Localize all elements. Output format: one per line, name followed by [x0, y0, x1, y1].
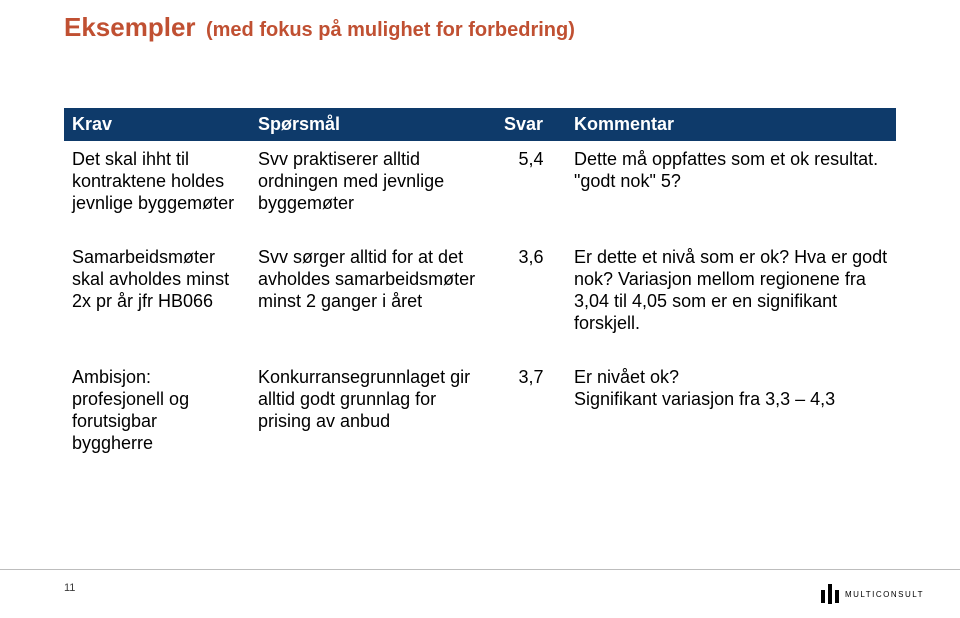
- cell-krav: Samarbeidsmøter skal avholdes minst 2x p…: [64, 239, 250, 359]
- col-header-kommentar: Kommentar: [566, 108, 896, 141]
- col-header-svar: Svar: [496, 108, 566, 141]
- slide: Eksempler (med fokus på mulighet for for…: [0, 0, 960, 618]
- cell-svar: 3,7: [496, 359, 566, 479]
- cell-svar: 3,6: [496, 239, 566, 359]
- cell-sporsmal: Svv sørger alltid for at det avholdes sa…: [250, 239, 496, 359]
- table-row: Samarbeidsmøter skal avholdes minst 2x p…: [64, 239, 896, 359]
- cell-sporsmal: Konkurransegrunnlaget gir alltid godt gr…: [250, 359, 496, 479]
- table-row: Ambisjon: profesjonell og forutsigbar by…: [64, 359, 896, 479]
- cell-krav: Ambisjon: profesjonell og forutsigbar by…: [64, 359, 250, 479]
- cell-krav: Det skal ihht til kontraktene holdes jev…: [64, 141, 250, 239]
- brand-logo: MULTICONSULT: [821, 584, 924, 604]
- cell-kommentar: Er nivået ok? Signifikant variasjon fra …: [566, 359, 896, 479]
- col-header-krav: Krav: [64, 108, 250, 141]
- footer-divider: [0, 569, 960, 570]
- col-header-sporsmal: Spørsmål: [250, 108, 496, 141]
- table-row: Det skal ihht til kontraktene holdes jev…: [64, 141, 896, 239]
- slide-title: Eksempler (med fokus på mulighet for for…: [64, 12, 575, 43]
- cell-sporsmal: Svv praktiserer alltid ordningen med jev…: [250, 141, 496, 239]
- logo-text: MULTICONSULT: [845, 590, 924, 599]
- cell-kommentar: Er dette et nivå som er ok? Hva er godt …: [566, 239, 896, 359]
- title-main: Eksempler: [64, 12, 196, 42]
- table-header-row: Krav Spørsmål Svar Kommentar: [64, 108, 896, 141]
- title-sub: (med fokus på mulighet for forbedring): [206, 19, 575, 41]
- page-number: 11: [64, 582, 75, 594]
- cell-svar: 5,4: [496, 141, 566, 239]
- data-table: Krav Spørsmål Svar Kommentar Det skal ih…: [64, 108, 896, 478]
- logo-bars-icon: [821, 584, 839, 604]
- cell-kommentar: Dette må oppfattes som et ok resultat. "…: [566, 141, 896, 239]
